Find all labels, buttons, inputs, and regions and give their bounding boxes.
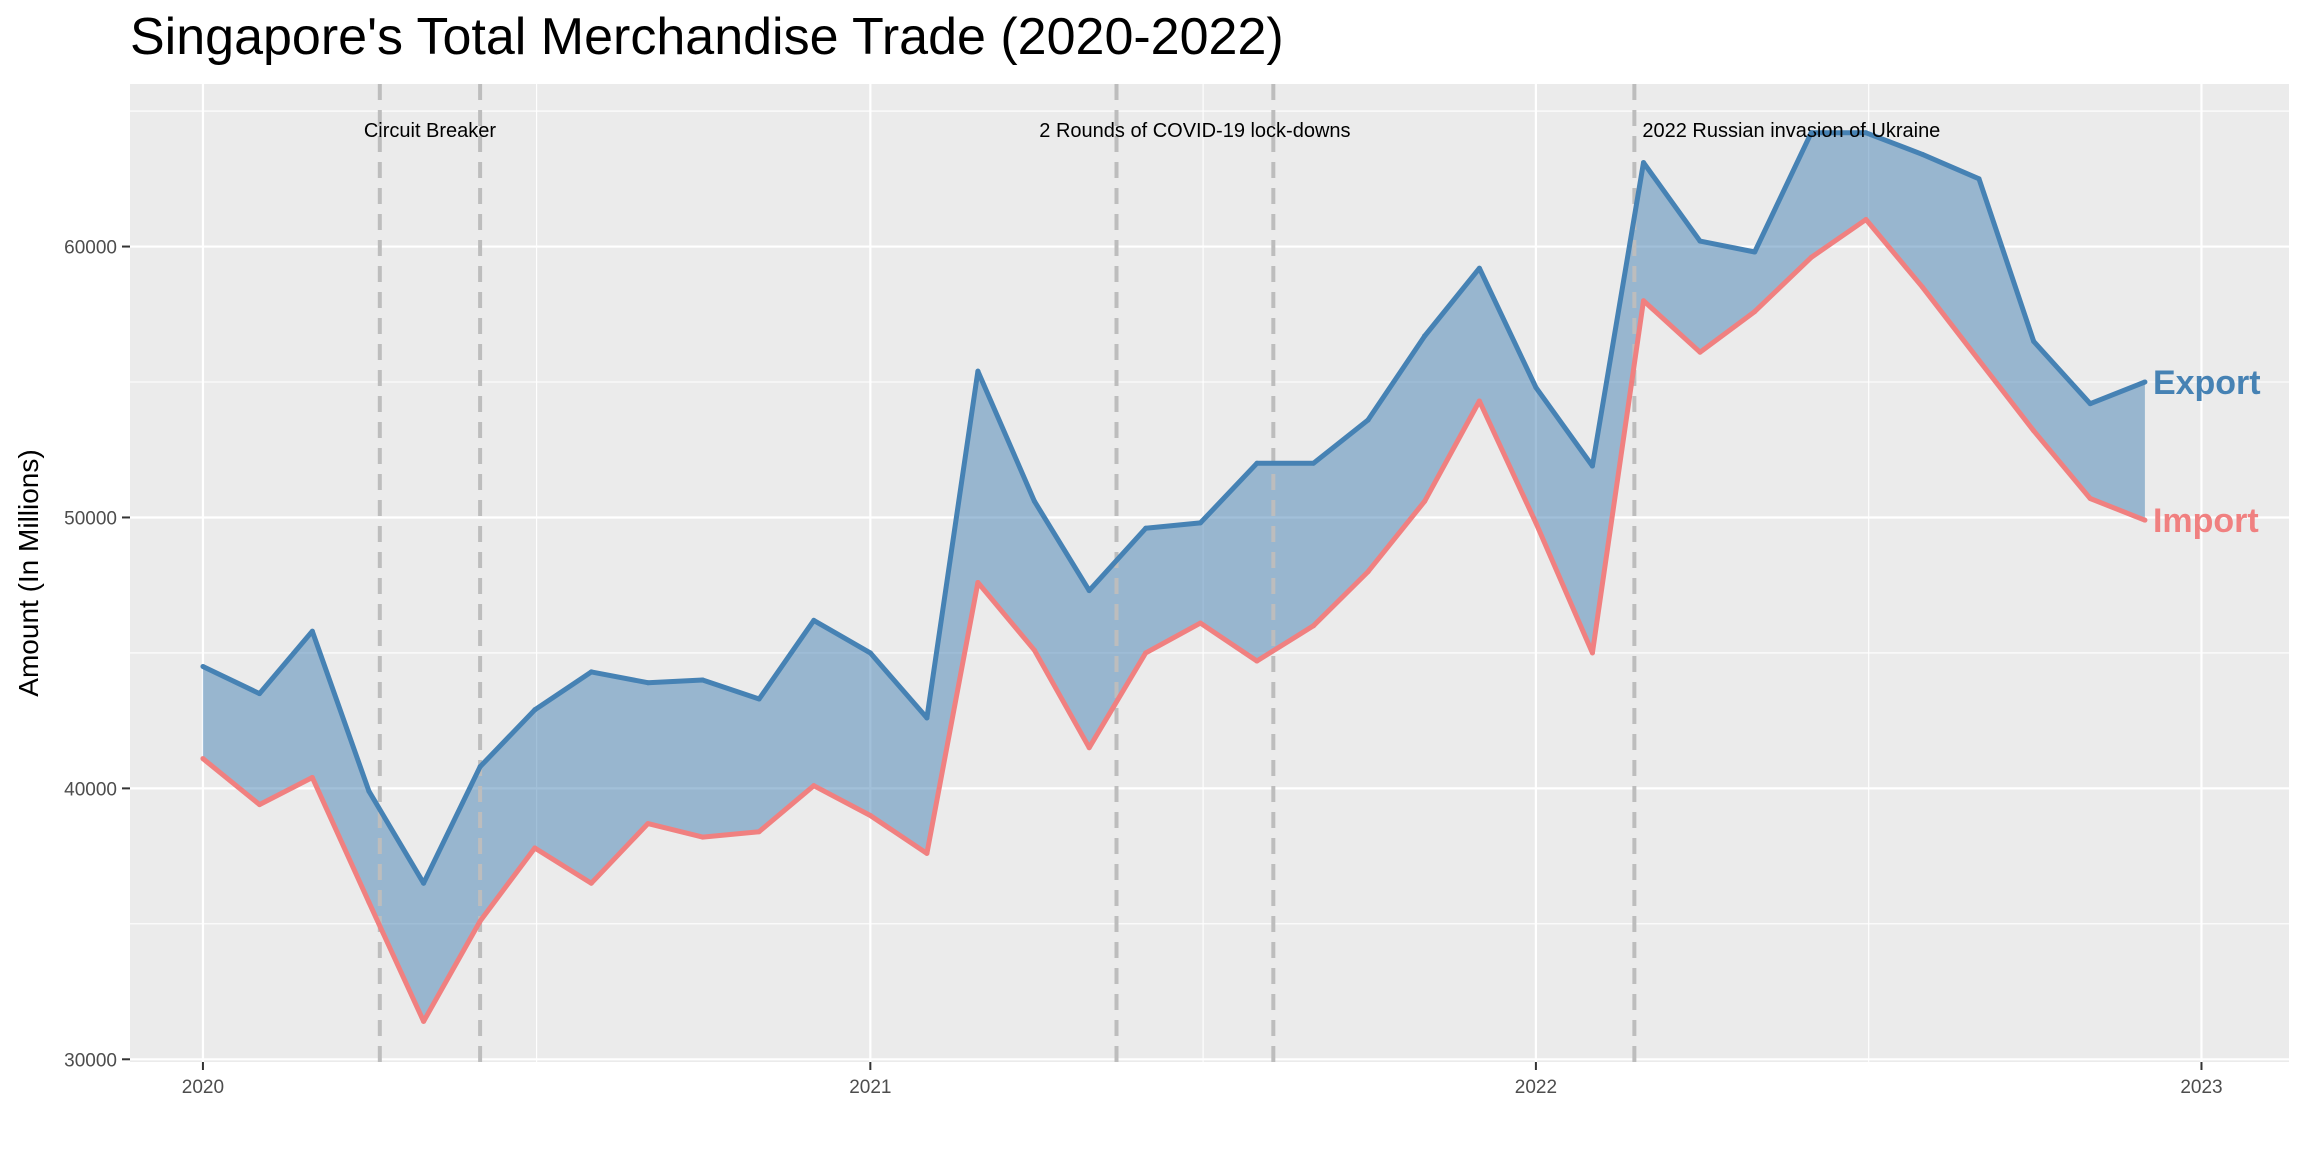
- series-line-import: [201, 217, 2146, 1024]
- data-point-export: [366, 788, 372, 794]
- data-point-import: [2087, 495, 2093, 501]
- data-point-import: [1863, 216, 1869, 222]
- data-point-import: [1143, 650, 1149, 656]
- band-area: [202, 132, 2145, 1022]
- y-axis-title: Amount (In Millions): [13, 449, 44, 696]
- x-tick-label: 2023: [2180, 1077, 2222, 1098]
- data-point-export: [1143, 525, 1149, 531]
- y-tick-label: 30000: [64, 1050, 117, 1071]
- series-line-export: [201, 130, 2146, 886]
- data-point-import: [366, 899, 372, 905]
- data-point-export: [1086, 588, 1092, 594]
- data-point-export: [588, 669, 594, 675]
- data-point-export: [532, 707, 538, 713]
- data-point-export: [811, 617, 817, 623]
- series-labels: Export Import: [2153, 364, 2261, 540]
- data-point-import: [1310, 623, 1316, 629]
- data-point-export: [2031, 338, 2037, 344]
- x-tick-label: 2020: [182, 1077, 224, 1098]
- data-point-import: [200, 756, 206, 762]
- data-point-import: [2031, 428, 2037, 434]
- data-point-import: [700, 834, 706, 840]
- data-point-export: [1808, 130, 1814, 136]
- data-point-export: [1589, 463, 1595, 469]
- data-point-import: [1365, 569, 1371, 575]
- data-point-import: [1031, 647, 1037, 653]
- data-point-export: [1197, 520, 1203, 526]
- chart-title: Singapore's Total Merchandise Trade (202…: [130, 8, 1284, 66]
- data-point-import: [1254, 658, 1260, 664]
- data-point-import: [1640, 298, 1646, 304]
- data-point-export: [1310, 460, 1316, 466]
- data-point-export: [1254, 460, 1260, 466]
- data-point-export: [700, 677, 706, 683]
- data-point-import: [2142, 517, 2148, 523]
- data-point-export: [2142, 379, 2148, 385]
- data-point-export: [1697, 238, 1703, 244]
- data-point-import: [421, 1018, 427, 1024]
- data-point-export: [421, 880, 427, 886]
- data-point-import: [1976, 357, 1982, 363]
- data-point-import: [1808, 254, 1814, 260]
- data-point-export: [1365, 417, 1371, 423]
- annotation-label: 2022 Russian invasion of Ukraine: [1642, 120, 1940, 142]
- data-point-export: [1640, 160, 1646, 166]
- data-point-export: [756, 696, 762, 702]
- data-point-export: [2087, 401, 2093, 407]
- data-point-import: [1197, 620, 1203, 626]
- data-point-import: [975, 579, 981, 585]
- data-point-export: [477, 764, 483, 770]
- data-point-export: [256, 691, 262, 697]
- data-point-import: [645, 821, 651, 827]
- series-label-export: Export: [2153, 364, 2261, 402]
- data-point-import: [811, 783, 817, 789]
- data-point-import: [867, 812, 873, 818]
- data-point-import: [1752, 309, 1758, 315]
- data-point-export: [1422, 333, 1428, 339]
- y-tick-label: 60000: [64, 238, 117, 259]
- annotation-label: 2 Rounds of COVID-19 lock-downs: [1039, 120, 1350, 142]
- data-point-import: [477, 918, 483, 924]
- data-point-import: [309, 775, 315, 781]
- data-point-export: [867, 650, 873, 656]
- series-label-import: Import: [2153, 502, 2259, 540]
- data-point-export: [975, 368, 981, 374]
- data-point-import: [924, 850, 930, 856]
- data-point-export: [1031, 498, 1037, 504]
- data-point-import: [1086, 745, 1092, 751]
- x-tick-label: 2022: [1515, 1077, 1557, 1098]
- data-point-export: [1533, 384, 1539, 390]
- data-point-export: [1863, 130, 1869, 136]
- data-point-export: [1919, 151, 1925, 157]
- y-tick-label: 40000: [64, 779, 117, 800]
- annotation-labels: Circuit Breaker 2 Rounds of COVID-19 lock…: [364, 120, 1940, 142]
- data-points: [200, 130, 2148, 1024]
- data-point-export: [1752, 249, 1758, 255]
- x-tick-label: 2021: [849, 1077, 891, 1098]
- data-point-import: [1476, 398, 1482, 404]
- data-point-export: [200, 663, 206, 669]
- data-point-import: [1697, 349, 1703, 355]
- data-point-export: [1976, 176, 1982, 182]
- data-point-import: [256, 802, 262, 808]
- annotation-label: Circuit Breaker: [364, 120, 497, 142]
- annotation-lines: [377, 84, 1637, 1062]
- data-point-export: [645, 680, 651, 686]
- data-point-export: [309, 628, 315, 634]
- data-point-import: [1589, 650, 1595, 656]
- data-point-import: [588, 880, 594, 886]
- y-tick-label: 50000: [64, 508, 117, 529]
- data-point-import: [1422, 498, 1428, 504]
- data-point-import: [756, 829, 762, 835]
- data-point-export: [924, 715, 930, 721]
- data-point-import: [532, 845, 538, 851]
- data-point-import: [1919, 284, 1925, 290]
- data-point-import: [1533, 520, 1539, 526]
- axis-layer: 30000 40000 50000 60000 2020 2021 2022 2023: [64, 238, 2222, 1098]
- data-point-export: [1476, 265, 1482, 271]
